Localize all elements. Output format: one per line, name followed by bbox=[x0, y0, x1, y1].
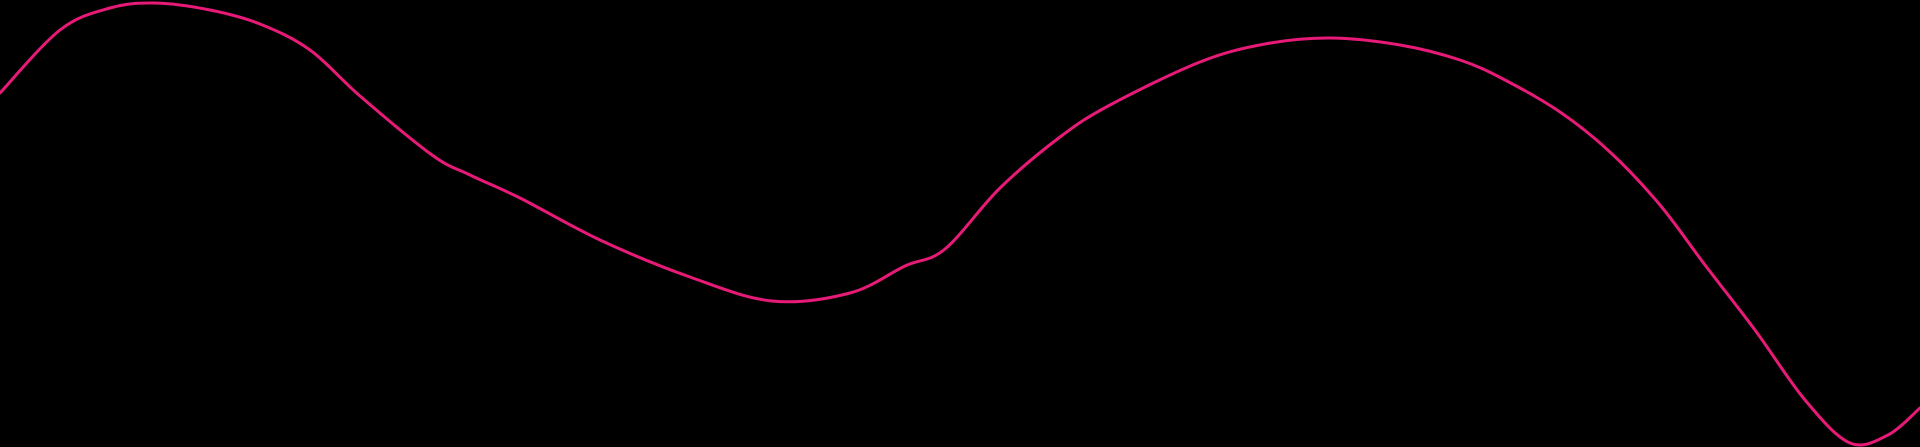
wave-line bbox=[0, 1, 1920, 447]
chart-canvas bbox=[0, 0, 1920, 447]
wave-chart-svg bbox=[0, 1, 1920, 447]
